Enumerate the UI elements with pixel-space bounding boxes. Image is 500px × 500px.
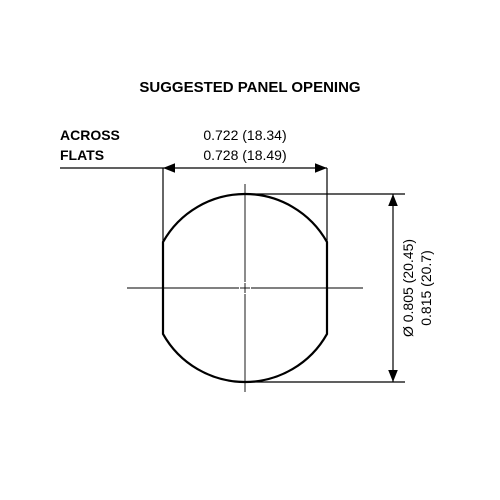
height-dim-1: Ø 0.805 (20.45) xyxy=(400,239,416,337)
diagram-title: SUGGESTED PANEL OPENING xyxy=(139,79,360,96)
across-flats-label-1: ACROSS xyxy=(60,127,120,143)
across-flats-label-2: FLATS xyxy=(60,147,104,163)
width-dim-1: 0.722 (18.34) xyxy=(203,127,286,143)
width-dim-2: 0.728 (18.49) xyxy=(203,147,286,163)
height-dim-2: 0.815 (20.7) xyxy=(418,250,434,326)
panel-opening-diagram: SUGGESTED PANEL OPENING ACROSS FLATS 0.722 … xyxy=(0,0,500,500)
